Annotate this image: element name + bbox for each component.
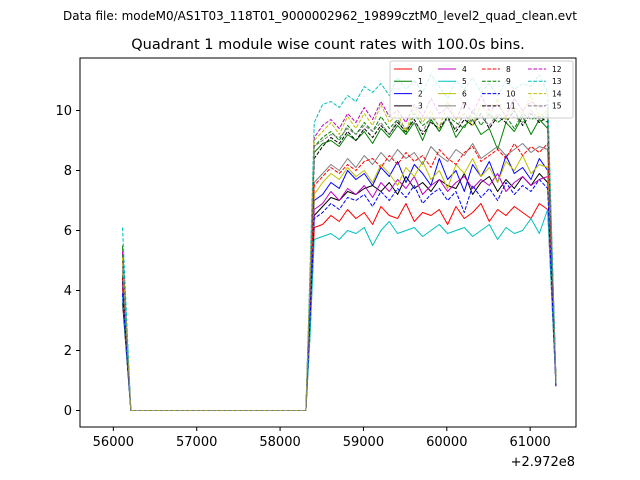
x-tick-label: 56000 [93,435,134,450]
series-line-14 [122,95,557,411]
figure-suptitle: Data file: modeM0/AS1T03_118T01_90000029… [63,9,577,23]
legend-label-2: 2 [418,89,423,98]
series-line-2 [122,155,557,411]
y-tick-label: 8 [64,164,72,179]
y-tick-label: 6 [64,224,72,239]
x-axis: 56000 57000 58000 59000 60000 61000 [93,427,551,450]
x-tick-label: 58000 [259,435,300,450]
legend-box [389,60,574,119]
legend-label-10: 10 [506,89,516,98]
y-tick-label: 2 [64,344,72,359]
chart-title: Quadrant 1 module wise count rates with … [131,37,525,53]
series-line-15 [122,110,557,411]
series-line-6 [122,155,557,411]
legend-label-3: 3 [418,102,423,111]
legend-label-0: 0 [418,65,423,74]
y-tick-label: 4 [64,284,72,299]
legend-label-12: 12 [552,65,562,74]
y-tick-label: 10 [55,104,72,119]
legend-label-9: 9 [506,77,511,86]
x-tick-label: 61000 [509,435,550,450]
series-line-0 [122,203,557,411]
legend-label-6: 6 [462,89,467,98]
series-line-11 [122,110,557,411]
series-line-10 [122,179,557,411]
x-tick-label: 59000 [343,435,384,450]
legend-label-14: 14 [552,89,562,98]
series-line-1 [122,116,557,411]
legend-label-1: 1 [418,77,423,86]
legend-label-15: 15 [552,102,562,111]
legend-label-4: 4 [462,65,467,74]
series-line-13 [122,74,557,411]
x-axis-offset-label: +2.972e8 [511,455,575,470]
legend-label-8: 8 [506,65,511,74]
legend-label-11: 11 [506,102,516,111]
legend-label-5: 5 [462,77,467,86]
series-line-9 [122,110,557,411]
y-tick-label: 0 [64,404,72,419]
y-axis: 0 2 4 6 8 10 [55,104,80,419]
legend-label-13: 13 [552,77,562,86]
legend-label-7: 7 [462,102,467,111]
series-layer [122,74,557,411]
axes-frame [79,57,577,428]
series-line-5 [122,209,557,411]
x-tick-label: 57000 [176,435,217,450]
x-tick-label: 60000 [426,435,467,450]
